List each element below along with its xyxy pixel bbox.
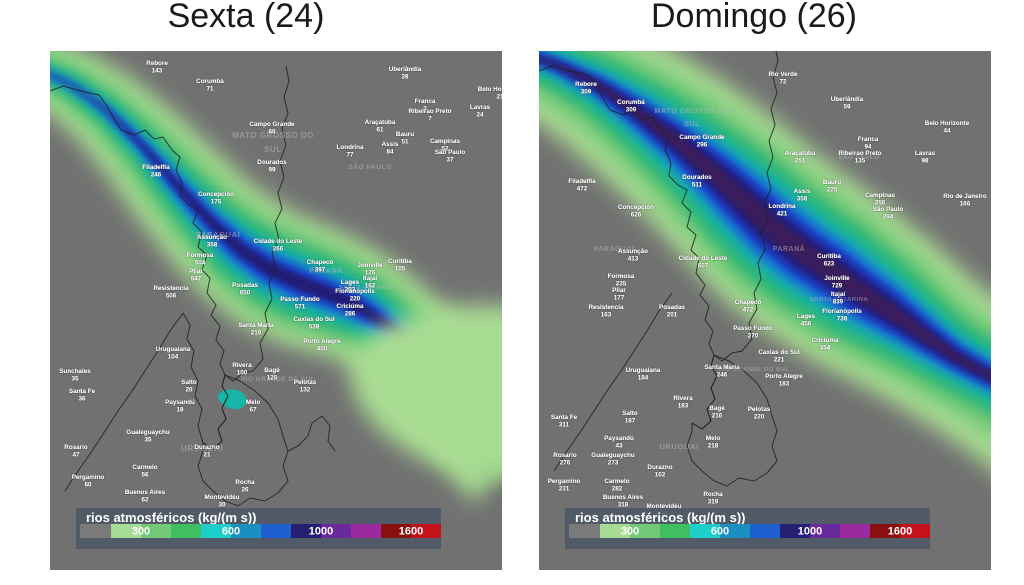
svg-text:300: 300 <box>132 526 150 538</box>
svg-text:SUL: SUL <box>684 119 700 128</box>
svg-text:600: 600 <box>222 526 240 538</box>
svg-text:1600: 1600 <box>888 526 912 538</box>
svg-text:rios atmosféricos (kg/(m s)): rios atmosféricos (kg/(m s)) <box>575 510 746 525</box>
svg-text:PARANÁ: PARANÁ <box>773 244 805 253</box>
svg-text:SUL: SUL <box>264 145 282 154</box>
svg-text:600: 600 <box>711 526 729 538</box>
svg-text:rios atmosféricos (kg/(m s)): rios atmosféricos (kg/(m s)) <box>86 510 257 525</box>
svg-text:1000: 1000 <box>798 526 822 538</box>
svg-text:1600: 1600 <box>399 526 423 538</box>
svg-text:SÃO PAULO: SÃO PAULO <box>348 162 391 171</box>
svg-text:MATO GROSSO DO: MATO GROSSO DO <box>654 106 729 115</box>
svg-text:1000: 1000 <box>309 526 333 538</box>
svg-text:URUGUAI: URUGUAI <box>659 442 698 451</box>
svg-text:300: 300 <box>621 526 639 538</box>
